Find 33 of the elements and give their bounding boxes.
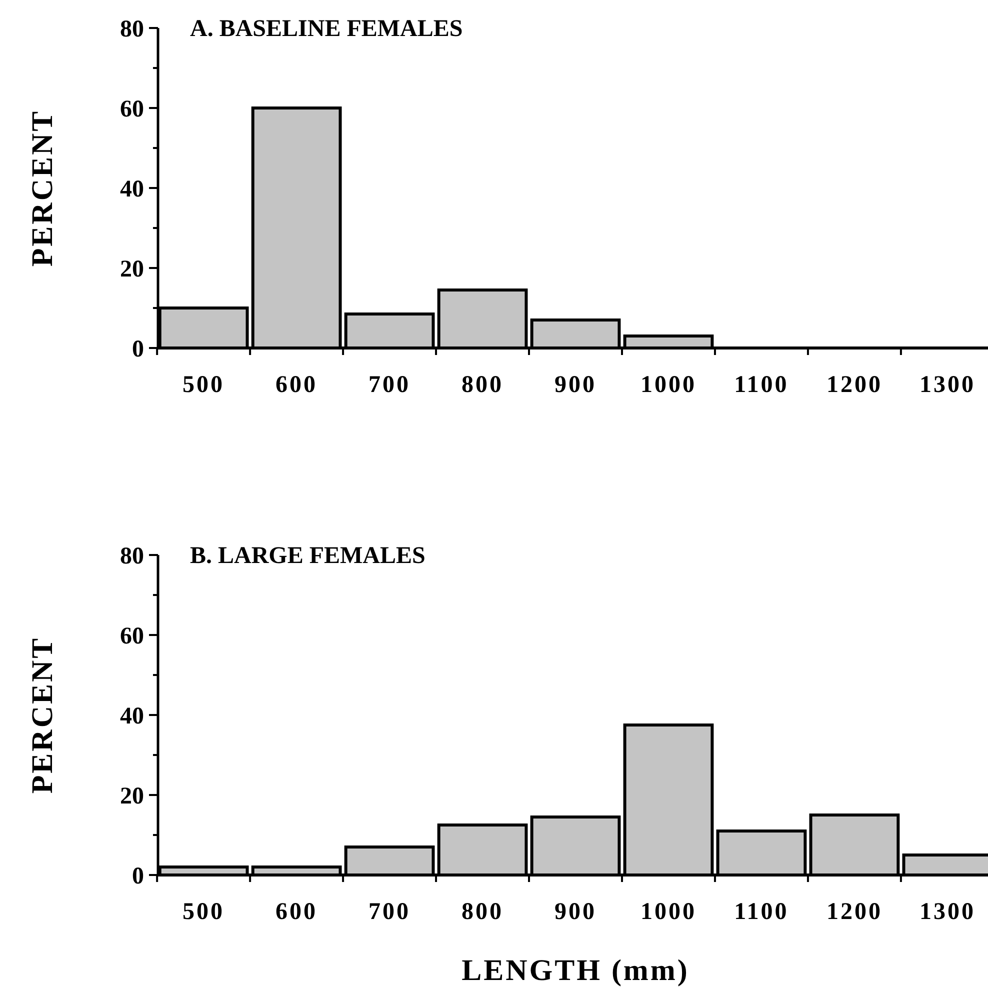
x-tick-label: 600 — [276, 899, 318, 925]
x-tick-label: 1300 — [919, 372, 976, 398]
y-tick-label: 60 — [120, 623, 144, 650]
y-axis-title: PERCENT — [26, 109, 59, 267]
x-tick-label: 1200 — [826, 899, 882, 925]
y-tick-label: 60 — [120, 96, 144, 122]
x-tick-label: 1300 — [919, 899, 976, 925]
y-tick-label: 20 — [120, 783, 144, 810]
x-tick-label: 700 — [368, 372, 411, 398]
x-tick-label: 700 — [368, 899, 411, 925]
y-tick-label: 40 — [120, 176, 144, 202]
y-tick-label: 40 — [120, 703, 144, 730]
x-tick-label: 1100 — [734, 899, 789, 925]
x-tick-label: 1100 — [734, 372, 789, 398]
y-axis-title: PERCENT — [26, 636, 59, 794]
x-tick-label: 900 — [554, 899, 596, 925]
x-tick-label: 800 — [462, 372, 504, 398]
x-tick-label: 1200 — [826, 372, 882, 398]
y-tick-label: 20 — [120, 256, 144, 282]
x-tick-label: 900 — [554, 372, 596, 398]
y-tick-label: 80 — [120, 16, 144, 42]
x-axis-title: LENGTH (mm) — [462, 954, 690, 987]
x-tick-label: 1000 — [640, 899, 696, 925]
x-tick-label: 800 — [462, 899, 504, 925]
y-tick-label: 80 — [120, 543, 144, 570]
x-tick-label: 500 — [182, 372, 225, 398]
x-tick-label: 500 — [182, 899, 225, 925]
chart-title: B. LARGE FEMALES — [190, 543, 426, 569]
y-tick-label: 0 — [132, 336, 144, 362]
y-tick-label: 0 — [132, 863, 144, 890]
chart-title: A. BASELINE FEMALES — [190, 16, 463, 42]
x-tick-label: 600 — [276, 372, 318, 398]
x-tick-label: 1000 — [640, 372, 696, 398]
